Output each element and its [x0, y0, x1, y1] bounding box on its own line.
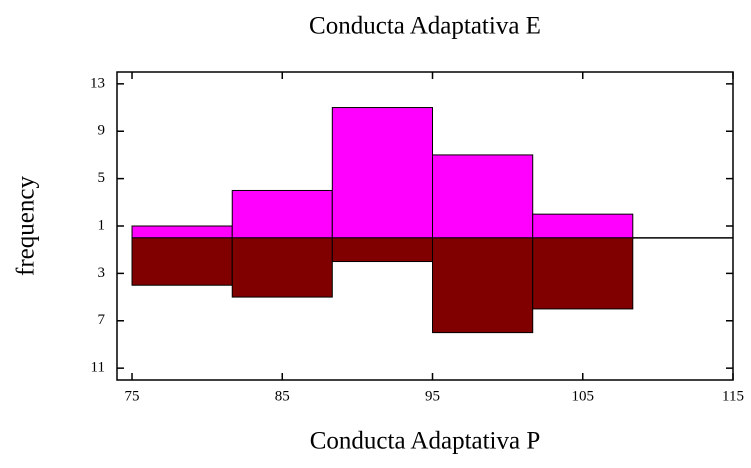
- y-tick-label: 9: [98, 123, 106, 139]
- bar: [532, 213, 634, 239]
- bar: [231, 237, 333, 298]
- y-tick-label: 7: [98, 312, 106, 328]
- x-tick-label: 115: [722, 388, 744, 404]
- y-tick-label: 13: [90, 75, 105, 91]
- bar: [231, 189, 333, 239]
- y-tick-label: 5: [98, 170, 106, 186]
- x-tick-label: 85: [275, 388, 290, 404]
- x-tick-label: 105: [572, 388, 595, 404]
- x-tick-label: 95: [425, 388, 440, 404]
- bar: [432, 154, 534, 239]
- chart-title: Conducta Adaptativa E: [309, 13, 541, 40]
- y-tick-label: 3: [98, 265, 106, 281]
- y-tick-label: 11: [91, 360, 105, 376]
- bar: [131, 225, 233, 239]
- bar: [532, 237, 634, 310]
- y-axis-label: frequency: [13, 176, 40, 276]
- x-tick-label: 75: [125, 388, 140, 404]
- bar: [331, 107, 434, 239]
- bar: [131, 237, 233, 286]
- x-axis-label: Conducta Adaptativa P: [310, 428, 541, 455]
- bar: [331, 237, 434, 263]
- y-tick-label: 1: [98, 217, 106, 233]
- bar: [432, 237, 534, 334]
